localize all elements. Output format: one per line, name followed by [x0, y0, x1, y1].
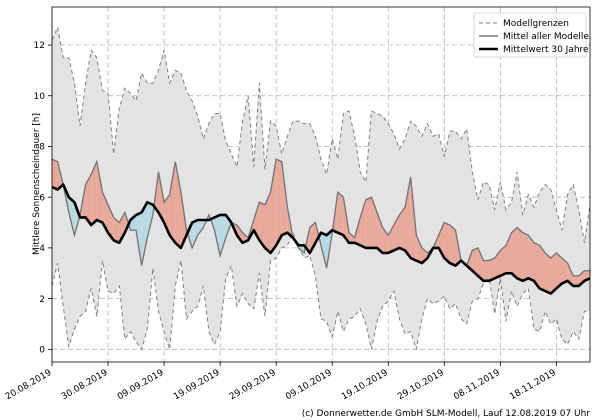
diff-fill: [360, 199, 366, 248]
diff-fill: [377, 212, 383, 253]
y-tick-label: 2: [39, 295, 45, 305]
diff-fill: [108, 204, 114, 241]
diff-fill: [561, 258, 568, 284]
diff-fill: [85, 174, 92, 226]
diff-fill: [141, 202, 148, 266]
diff-fill: [175, 161, 181, 248]
y-tick-label: 8: [39, 143, 45, 153]
x-tick-label: 09.10.2019: [284, 368, 334, 403]
diff-fill: [573, 275, 579, 286]
diff-fill: [147, 202, 153, 238]
diff-fill: [52, 159, 58, 190]
x-tick-label: 29.09.2019: [228, 368, 278, 403]
diff-fill: [444, 222, 450, 264]
diff-fill: [214, 214, 221, 256]
legend: Modellgrenzen Mittel aller Modelle Mittelw…: [473, 12, 589, 58]
footer-credit: (c) Donnerwetter.de GmbH SLM-Modell, Lau…: [302, 409, 591, 419]
x-tick-label: 29.10.2019: [396, 368, 446, 403]
x-tick-label: 18.11.2019: [508, 368, 558, 403]
model-band: [52, 27, 590, 350]
diff-fill: [281, 161, 288, 236]
diff-fill: [567, 263, 574, 286]
diff-fill: [91, 161, 97, 226]
diff-fill: [192, 220, 198, 248]
diff-fill: [74, 202, 80, 236]
diff-fill: [477, 247, 484, 281]
diff-fill: [494, 250, 501, 279]
diff-fill: [321, 232, 327, 269]
x-tick-label: 20.08.2019: [4, 368, 54, 403]
diff-fill: [187, 222, 193, 248]
diff-fill: [68, 197, 75, 236]
y-tick-label: 12: [34, 41, 45, 51]
y-axis: 0 2 4 6 8 10 12: [34, 41, 52, 356]
diff-fill: [130, 214, 137, 231]
diff-fill: [276, 159, 282, 246]
diff-fill: [220, 214, 226, 256]
diff-fill: [500, 245, 506, 276]
y-tick-label: 0: [39, 346, 45, 356]
legend-label: Modellgrenzen: [503, 19, 569, 29]
legend-label: Mittelwert 30 Jahre: [503, 45, 589, 55]
diff-fill: [416, 235, 422, 264]
legend-label: Mittel aller Modelle: [503, 32, 589, 42]
diff-fill: [517, 227, 523, 281]
diff-fill: [365, 197, 372, 248]
diff-fill: [169, 161, 176, 243]
diff-fill: [545, 252, 551, 294]
diff-fill: [264, 192, 271, 253]
diff-fill: [449, 225, 456, 266]
x-tick-label: 19.09.2019: [172, 368, 222, 403]
x-tick-label: 08.11.2019: [452, 368, 502, 403]
diff-fill: [405, 176, 411, 259]
y-tick-label: 6: [39, 193, 45, 203]
diff-fill: [550, 252, 557, 294]
diff-fill: [349, 232, 355, 243]
diff-fill: [270, 159, 277, 253]
diff-fill: [483, 260, 490, 281]
series-line-models: [51, 158, 590, 277]
legend-box: [473, 12, 587, 58]
series-line-lower: [51, 231, 590, 351]
diff-fill: [556, 252, 562, 289]
series-line-30y: [51, 183, 591, 295]
diff-fill: [522, 232, 529, 281]
x-tick-label: 30.08.2019: [60, 368, 110, 403]
diff-fill: [539, 245, 546, 291]
x-tick-label: 09.09.2019: [116, 368, 166, 403]
diff-fill: [528, 235, 534, 281]
diff-fill: [158, 171, 165, 223]
diff-fill: [533, 242, 540, 289]
diff-fill: [472, 247, 478, 276]
plot-frame: [51, 6, 591, 363]
diff-fill: [489, 258, 495, 281]
band-area: [52, 27, 590, 350]
y-tick-label: 4: [39, 244, 45, 254]
diff-fill: [96, 161, 103, 223]
diff-fill: [113, 217, 120, 243]
series-line-upper: [51, 25, 591, 243]
diff-fill: [309, 222, 316, 253]
x-axis: 20.08.2019 30.08.2019 09.09.2019 19.09.2019…: [4, 362, 558, 402]
diff-fill: [399, 207, 406, 251]
series-lines: [51, 25, 591, 351]
diff-fill: [259, 202, 265, 248]
diff-fill: [197, 220, 204, 236]
y-tick-label: 10: [34, 92, 46, 102]
y-axis-label: Mittlere Sonnenscheindauer [h]: [32, 113, 42, 255]
diff-fill: [511, 227, 518, 279]
diff-fill: [388, 225, 394, 253]
diff-fill: [337, 192, 344, 236]
x-tick-label: 19.10.2019: [340, 368, 390, 403]
diff-fill: [236, 225, 243, 243]
